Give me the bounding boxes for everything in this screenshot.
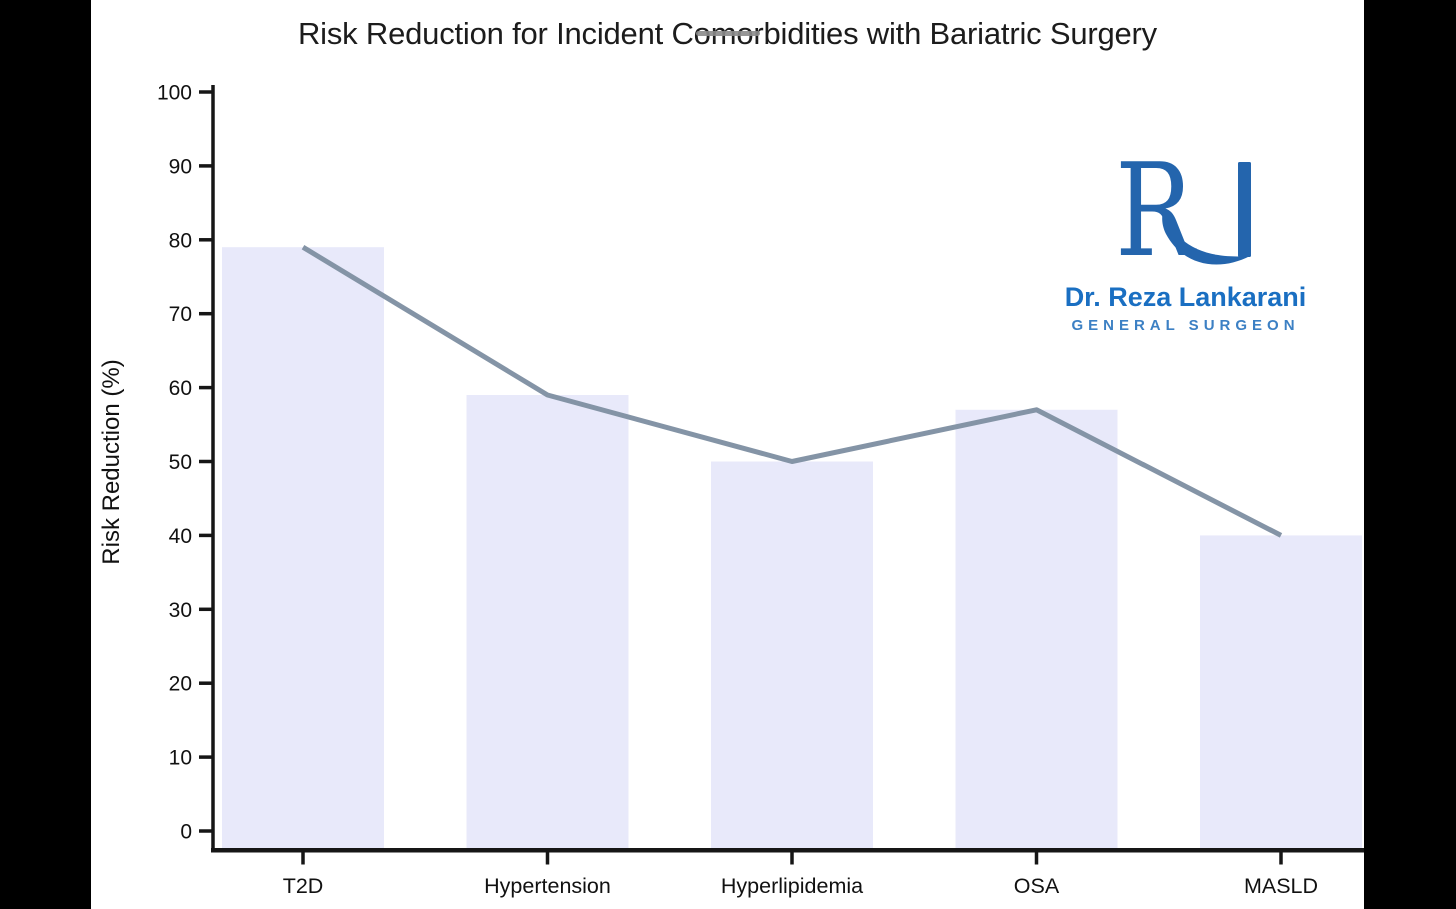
y-tick-80 — [199, 238, 213, 242]
y-tick-label-80: 80 — [169, 229, 192, 252]
x-tick-hyperlipidemia — [790, 852, 794, 865]
monogram-swash — [1161, 210, 1250, 265]
x-tick-t2d — [301, 852, 305, 865]
y-tick-label-70: 70 — [169, 303, 192, 326]
y-tick-90 — [199, 164, 213, 168]
y-tick-label-50: 50 — [169, 451, 192, 474]
y-tick-20 — [199, 681, 213, 685]
bar-masld — [1200, 535, 1362, 849]
y-tick-0 — [199, 829, 213, 833]
y-tick-label-20: 20 — [169, 673, 192, 696]
category-label-t2d: T2D — [283, 874, 324, 898]
y-tick-70 — [199, 311, 213, 316]
bar-hypertension — [466, 394, 629, 849]
logo-monogram-icon: R — [1115, 136, 1251, 286]
category-label-hyperlipidemia: Hyperlipidemia — [721, 874, 863, 898]
logo-doctor-name: Dr. Reza Lankarani — [1064, 282, 1307, 312]
x-tick-hypertension — [545, 852, 550, 865]
y-tick-label-60: 60 — [169, 377, 192, 400]
y-tick-10 — [199, 755, 213, 759]
logo-specialty: GENERAL SURGEON — [1071, 317, 1300, 334]
category-label-masld: MASLD — [1244, 874, 1318, 898]
category-label-osa: OSA — [1014, 874, 1060, 898]
y-tick-30 — [199, 607, 213, 612]
bar-t2d — [222, 247, 384, 849]
y-tick-label-100: 100 — [157, 82, 192, 105]
y-axis-line — [211, 85, 215, 853]
monogram-stem — [1237, 162, 1251, 257]
y-tick-label-0: 0 — [180, 821, 192, 844]
title-strikethrough-artifact — [696, 31, 760, 36]
trend-line — [301, 245, 1283, 538]
bar-hyperlipidemia — [711, 461, 873, 849]
y-tick-label-90: 90 — [169, 155, 192, 178]
chart-canvas: Risk Reduction for Incident Comorbiditie… — [91, 0, 1364, 909]
x-tick-masld — [1279, 852, 1283, 865]
y-axis-title: Risk Reduction (%) — [98, 359, 125, 564]
y-tick-100 — [199, 90, 213, 94]
monogram-letter-r: R — [1115, 136, 1197, 286]
x-axis-line — [211, 848, 1364, 853]
y-tick-40 — [199, 533, 213, 538]
bar-osa — [955, 409, 1118, 849]
x-tick-osa — [1034, 852, 1039, 865]
y-tick-60 — [199, 385, 213, 390]
y-tick-label-30: 30 — [169, 599, 192, 622]
category-label-hypertension: Hypertension — [484, 874, 611, 898]
y-tick-50 — [199, 459, 213, 464]
clinic-logo: R Dr. Reza Lankarani GENERAL SURGEON — [1043, 136, 1328, 334]
bar-line-plot: 0 10 20 30 40 50 60 70 80 90 100 T2D Hypertension Hyp… — [98, 82, 1364, 898]
y-tick-label-40: 40 — [169, 525, 192, 548]
y-tick-label-10: 10 — [169, 747, 192, 770]
